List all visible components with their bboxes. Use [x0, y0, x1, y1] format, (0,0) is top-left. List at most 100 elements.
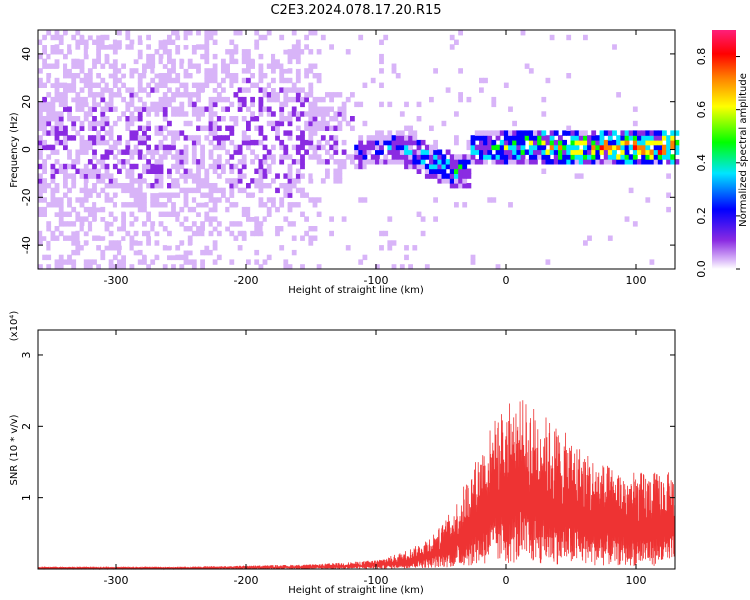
spectrogram-cell	[458, 183, 463, 189]
spectrogram-cell	[200, 82, 205, 88]
spectrogram-cell	[499, 149, 505, 155]
spectrogram-cell	[404, 135, 409, 141]
spectrogram-cell	[250, 82, 255, 88]
spectrogram-cell	[283, 92, 289, 98]
spectrogram-cell	[541, 159, 547, 165]
spectrogram-cell	[129, 245, 135, 251]
spectrogram-cell	[63, 135, 68, 141]
spectrogram-cell	[196, 116, 201, 122]
spectrogram-cell	[142, 168, 147, 174]
spectrogram-cell	[158, 34, 164, 41]
spectrogram-cell	[508, 135, 513, 141]
spectrogram-cell	[212, 168, 218, 174]
spectrogram-cell	[641, 154, 646, 160]
spectrogram-cell	[58, 116, 64, 122]
spectrogram-cell	[221, 187, 226, 194]
spectrogram-cell	[670, 139, 676, 146]
spectrogram-cell	[212, 216, 218, 222]
spectrogram-cell	[121, 163, 126, 170]
spectrogram-cell	[366, 144, 372, 151]
spectrogram-cell	[258, 264, 264, 270]
spectrogram-cell	[375, 135, 380, 141]
spectrogram-cell	[591, 159, 597, 165]
spectrogram-cell	[291, 82, 297, 88]
spectrogram-cell	[666, 139, 671, 146]
spectrogram-cell	[383, 154, 389, 160]
spectrogram-cell	[408, 264, 413, 270]
spectrogram-cell	[449, 173, 455, 179]
spectrogram-cell	[595, 149, 601, 155]
spectrogram-cell	[196, 183, 201, 189]
spectrogram-cell	[266, 163, 272, 170]
spectrogram-cell	[254, 53, 260, 60]
spectrogram-cell	[212, 30, 218, 36]
spectrogram-cell	[241, 187, 247, 194]
spectrogram-cell	[75, 154, 81, 160]
spectrogram-cell	[271, 53, 276, 60]
colorbar-tick-label: 0.6	[695, 101, 708, 119]
spectrogram-cell	[154, 197, 160, 203]
spectrogram-cell	[287, 163, 293, 170]
spectrogram-cell	[92, 120, 97, 127]
spectrogram-cell	[167, 87, 172, 93]
spectrogram-cell	[379, 245, 384, 251]
spectrogram-cell	[187, 101, 193, 108]
spectrogram-cell	[54, 111, 60, 117]
spectrogram-cell	[333, 125, 339, 131]
spectrogram-cell	[162, 264, 168, 270]
spectrogram-cell	[42, 235, 47, 241]
spectrogram-cell	[312, 226, 318, 232]
spectrogram-cell	[304, 49, 309, 55]
spectrogram-cell	[162, 211, 168, 217]
spectrogram-cell	[179, 82, 185, 88]
spectrogram-cell	[154, 92, 160, 98]
spectrogram-cell	[38, 77, 43, 84]
spectrogram-cell	[196, 226, 201, 232]
spectrogram-cell	[200, 154, 205, 160]
spectrogram-cell	[458, 92, 463, 98]
spectrogram-cell	[112, 68, 118, 74]
spectrogram-cell	[300, 139, 305, 146]
spectrogram-cell	[283, 63, 289, 69]
spectrogram-cell	[271, 68, 276, 74]
spectrogram-cell	[300, 154, 305, 160]
spectrogram-cell	[508, 159, 513, 165]
spectrogram-cell	[404, 163, 409, 170]
spectrogram-cell	[366, 135, 372, 141]
spectrogram-cell	[225, 206, 230, 213]
spectrogram-cell	[200, 106, 205, 112]
spectrogram-cell	[233, 92, 239, 98]
spectrogram-cell	[146, 235, 151, 241]
spectrogram-cell	[429, 144, 434, 151]
spectrogram-cell	[191, 154, 197, 160]
spectrogram-cell	[462, 159, 468, 165]
spectrogram-cell	[171, 77, 176, 84]
spectrogram-cell	[208, 202, 214, 208]
spectrogram-cell	[375, 159, 380, 165]
spectrogram-cell	[204, 82, 210, 88]
spectrogram-cell	[445, 159, 451, 165]
spectrogram-cell	[229, 259, 235, 265]
spectrogram-cell	[154, 168, 160, 174]
spectrogram-cell	[657, 135, 663, 141]
spectrogram-cell	[362, 197, 368, 203]
spectrogram-cell	[137, 173, 143, 179]
spectrogram-cell	[520, 139, 526, 146]
spectrogram-cell	[79, 187, 85, 194]
snr-series	[37, 400, 676, 571]
spectrogram-cell	[287, 53, 293, 60]
spectrogram-cell	[142, 101, 147, 108]
spectrogram-cell	[225, 226, 230, 232]
spectrogram-cell	[325, 92, 330, 98]
spectrogram-cell	[479, 130, 484, 136]
spectrogram-cell	[391, 144, 397, 151]
spectrogram-cell	[158, 192, 164, 198]
spectrogram-cell	[204, 192, 210, 198]
spectrogram-cell	[379, 101, 384, 108]
spectrogram-cell	[171, 106, 176, 112]
spectrogram-cell	[632, 154, 638, 160]
spectrogram-cell	[96, 130, 101, 136]
spectrogram-cell	[121, 216, 126, 222]
spectrogram-cell	[387, 216, 393, 222]
spectrogram-cell	[83, 240, 89, 246]
